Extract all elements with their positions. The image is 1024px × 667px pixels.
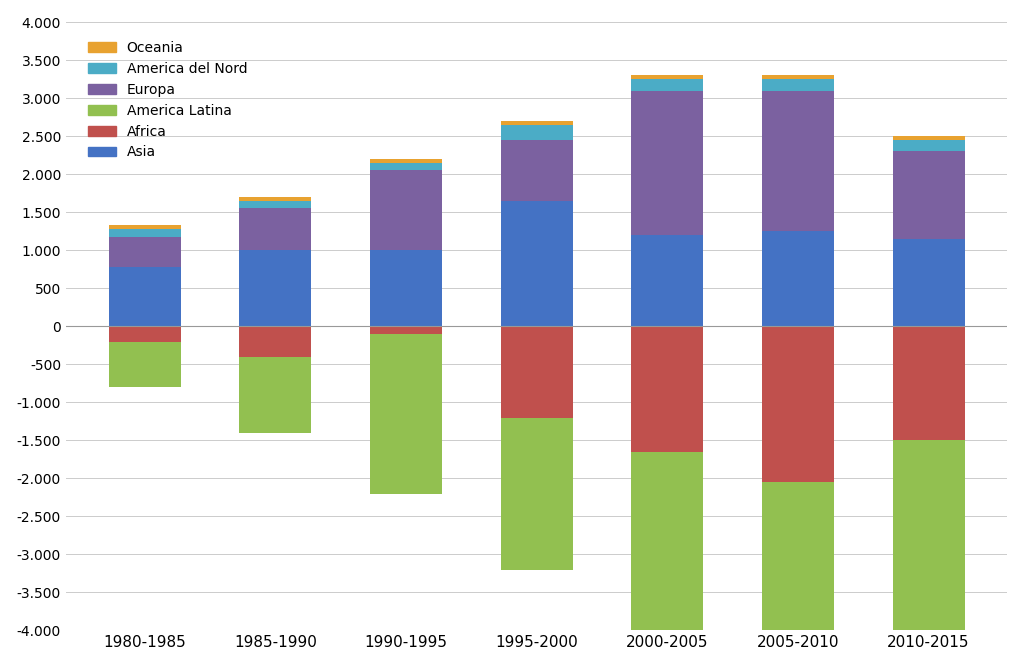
Bar [893, 326, 965, 440]
Bar [893, 440, 965, 630]
Bar [240, 209, 311, 250]
Bar [762, 326, 834, 482]
Bar [109, 237, 180, 267]
Bar [370, 159, 442, 163]
Bar [762, 482, 834, 667]
Bar [109, 326, 180, 342]
Bar [632, 235, 703, 326]
Bar [501, 121, 572, 125]
Bar [893, 151, 965, 239]
Bar [762, 231, 834, 326]
Bar [893, 239, 965, 326]
Bar [109, 229, 180, 237]
Bar [632, 326, 703, 452]
Legend: Oceania, America del Nord, Europa, America Latina, Africa, Asia: Oceania, America del Nord, Europa, Ameri… [82, 35, 253, 165]
Bar [501, 201, 572, 326]
Bar [109, 225, 180, 229]
Bar [501, 326, 572, 418]
Bar [240, 250, 311, 326]
Bar [632, 452, 703, 667]
Bar [501, 418, 572, 570]
Bar [370, 334, 442, 494]
Bar [370, 250, 442, 326]
Bar [632, 91, 703, 235]
Bar [893, 140, 965, 151]
Bar [109, 267, 180, 326]
Bar [501, 140, 572, 201]
Bar [893, 136, 965, 140]
Bar [240, 326, 311, 357]
Bar [370, 163, 442, 171]
Bar [370, 171, 442, 250]
Bar [109, 342, 180, 387]
Bar [240, 357, 311, 433]
Bar [240, 201, 311, 209]
Bar [632, 79, 703, 91]
Bar [762, 79, 834, 91]
Bar [762, 75, 834, 79]
Bar [632, 75, 703, 79]
Bar [240, 197, 311, 201]
Bar [762, 91, 834, 231]
Bar [501, 125, 572, 140]
Bar [370, 326, 442, 334]
